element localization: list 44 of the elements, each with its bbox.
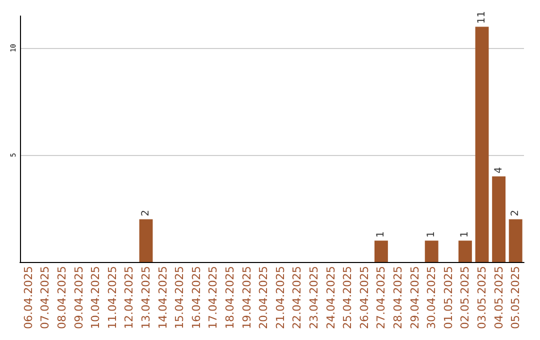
x-tick-label: 08.04.2025 — [56, 266, 68, 329]
x-tick-label: 27.04.2025 — [374, 266, 388, 329]
bar — [475, 26, 489, 262]
x-tick-label: 21.04.2025 — [274, 266, 287, 329]
x-tick-label: 09.04.2025 — [72, 266, 86, 329]
x-tick-label: 03.05.2025 — [476, 266, 488, 329]
data-label: 1 — [460, 231, 471, 238]
bar — [424, 240, 438, 262]
x-tick-label: 20.04.2025 — [257, 266, 270, 329]
data-label: 2 — [140, 210, 152, 216]
data-label: 2 — [510, 210, 522, 216]
x-tick-label: 22.04.2025 — [290, 266, 304, 329]
bar — [492, 176, 506, 262]
x-tick-label: 28.04.2025 — [392, 266, 404, 329]
x-tick-label: 01.05.2025 — [442, 266, 455, 329]
x-tick-label: 30.04.2025 — [425, 266, 438, 329]
x-tick-label: 04.05.2025 — [492, 266, 506, 329]
bar — [508, 219, 522, 262]
x-tick-label: 15.04.2025 — [173, 266, 186, 329]
x-tick-label: 06.04.2025 — [22, 266, 35, 329]
x-tick-label: 29.04.2025 — [408, 266, 422, 329]
data-label: 1 — [426, 231, 438, 238]
x-tick-label: 16.04.2025 — [190, 266, 203, 329]
x-tick-label: 05.05.2025 — [509, 266, 522, 329]
data-label: 1 — [376, 231, 387, 238]
x-tick-label: 10.04.2025 — [89, 266, 102, 329]
x-tick-label: 24.04.2025 — [324, 266, 338, 329]
x-tick-label: 07.04.2025 — [38, 266, 52, 329]
x-tick-label: 14.04.2025 — [156, 266, 170, 329]
x-tick-label: 26.04.2025 — [358, 266, 371, 329]
data-label: 4 — [493, 167, 504, 174]
bar — [458, 240, 472, 262]
data-label: 11 — [476, 10, 488, 24]
x-tick-label: 02.05.2025 — [458, 266, 472, 329]
x-tick-label: 25.04.2025 — [341, 266, 354, 329]
x-tick-label: 23.04.2025 — [308, 266, 320, 329]
bar — [139, 219, 153, 262]
x-tick-label: 11.04.2025 — [106, 266, 119, 329]
x-tick-label: 18.04.2025 — [224, 266, 236, 329]
x-tick-label: 13.04.2025 — [140, 266, 152, 329]
x-tick-label: 17.04.2025 — [206, 266, 220, 329]
x-tick-label: 12.04.2025 — [122, 266, 136, 329]
bar — [374, 240, 388, 262]
x-tick-label: 19.04.2025 — [240, 266, 254, 329]
